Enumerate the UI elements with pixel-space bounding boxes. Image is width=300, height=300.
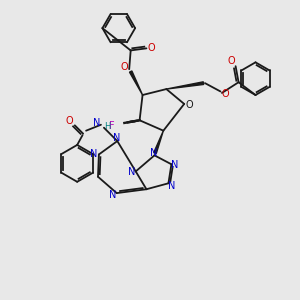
Text: N: N	[128, 167, 135, 177]
Text: O: O	[148, 44, 155, 53]
Text: N: N	[150, 148, 157, 158]
Text: N: N	[113, 133, 120, 142]
Text: N: N	[90, 149, 98, 160]
Text: N: N	[93, 118, 100, 128]
Text: N: N	[168, 181, 175, 191]
Text: O: O	[221, 89, 229, 99]
Text: O: O	[121, 62, 128, 72]
Text: O: O	[185, 100, 193, 110]
Polygon shape	[166, 82, 204, 89]
Polygon shape	[154, 131, 164, 153]
Text: O: O	[227, 56, 235, 66]
Polygon shape	[130, 71, 142, 95]
Text: N: N	[171, 160, 178, 170]
Text: N: N	[109, 190, 116, 200]
Text: H: H	[104, 122, 110, 131]
Text: F: F	[109, 121, 114, 130]
Text: O: O	[66, 116, 74, 126]
